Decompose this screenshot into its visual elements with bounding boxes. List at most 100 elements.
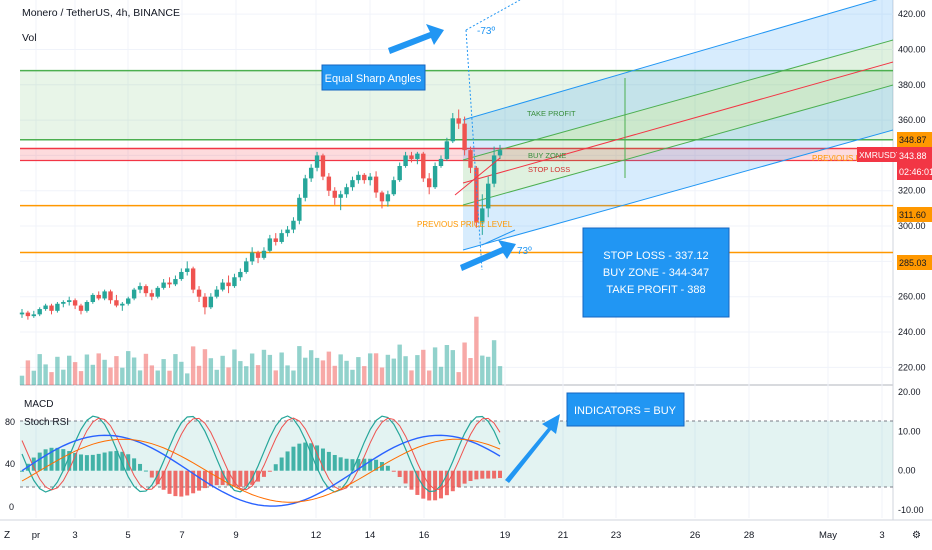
candle-body [326, 176, 332, 191]
equal-angles-box[interactable] [321, 64, 426, 91]
candle-body [491, 155, 497, 184]
price-tick-label: 240.00 [898, 327, 926, 337]
volume-bar [202, 349, 208, 385]
candle-body [255, 252, 261, 258]
volume-bar [185, 373, 190, 385]
macd-histogram-bar [232, 470, 237, 487]
macd-histogram-bar [120, 451, 125, 471]
candle-body [120, 303, 125, 306]
candle-body [444, 141, 450, 159]
volume-bar [444, 345, 450, 385]
macd-histogram-bar [385, 465, 390, 471]
angle-bottom-label: 73º [517, 246, 532, 257]
equal-angles-label: Equal Sharp Angles [325, 73, 422, 85]
volume-bar [403, 356, 408, 385]
candle-body [226, 282, 231, 287]
macd-histogram-bar [143, 470, 148, 472]
stoch-rsi-label: Stoch RSI [24, 417, 69, 428]
candle-body [356, 174, 361, 181]
price-tick-label: 320.00 [898, 186, 926, 196]
price-tick-label: 220.00 [898, 362, 926, 372]
volume-bar [468, 358, 473, 385]
zoom-icon[interactable]: Z [4, 530, 10, 541]
macd-histogram-bar [244, 470, 249, 487]
candle-body [291, 220, 296, 230]
volume-bar [297, 346, 302, 385]
countdown-text: 02:46:01 [899, 167, 932, 177]
volume-bar [214, 369, 219, 385]
volume-label: Vol [22, 32, 37, 44]
volume-bar [338, 354, 343, 385]
previous-price-level-label: PREVIOUS PRICE LEVEL [417, 220, 513, 229]
last-price-text: 343.88 [899, 151, 927, 161]
candle-body [190, 268, 196, 290]
trade-take-profit: TAKE PROFIT - 388 [606, 284, 705, 296]
volume-bar [450, 350, 455, 385]
macd-histogram-bar [486, 470, 491, 479]
volume-bar [173, 354, 178, 385]
macd-histogram-bar [344, 458, 349, 471]
macd-histogram-bar [67, 451, 72, 471]
macd-histogram-bar [326, 451, 331, 471]
macd-histogram-bar [350, 459, 355, 471]
time-tick-label: 19 [500, 530, 511, 541]
volume-bar [190, 346, 196, 385]
macd-histogram-bar [285, 451, 290, 471]
macd-histogram-bar [197, 470, 202, 491]
trend-line-red [454, 157, 501, 196]
volume-bar [285, 365, 290, 385]
volume-bar [326, 351, 332, 385]
volume-bar [19, 375, 25, 385]
volume-bar [356, 357, 361, 385]
volume-bar [96, 353, 101, 385]
chart-settings-icon[interactable]: ⚙ [912, 530, 921, 541]
volume-bar [409, 370, 414, 385]
macd-histogram-bar [185, 470, 190, 496]
candle-body [102, 291, 107, 299]
candle-body [379, 192, 385, 202]
candle-body [202, 296, 208, 308]
macd-histogram-bar [379, 462, 384, 471]
volume-bar [167, 370, 172, 385]
indicators-box[interactable] [566, 392, 685, 427]
trade-summary-box[interactable] [582, 227, 730, 318]
time-tick-label: 16 [419, 530, 430, 541]
badge-level-1-text: 348.87 [899, 135, 927, 145]
arrow-top-icon [388, 24, 444, 54]
macd-histogram-bar [90, 454, 95, 471]
candle-body [185, 268, 190, 272]
price-tick-label: 380.00 [898, 80, 926, 90]
candle-body [55, 303, 60, 311]
macd-histogram-bar [462, 470, 467, 484]
macd-histogram-bar [191, 470, 196, 494]
macd-histogram-bar [279, 457, 284, 471]
volume-bar [238, 361, 243, 385]
indicator-layer [20, 415, 893, 507]
candle-body [232, 277, 237, 287]
price-tick-label: 400.00 [898, 44, 926, 54]
macd-histogram-bar [498, 470, 502, 479]
candle-body [261, 250, 267, 258]
time-tick-label: 5 [125, 530, 130, 541]
macd-histogram-bar [214, 470, 219, 486]
rsi-tick-0: 0 [9, 502, 14, 512]
volume-bar [179, 361, 184, 385]
volume-bar [332, 365, 337, 385]
volume-bar [78, 371, 84, 385]
macd-histogram-bar [43, 449, 48, 471]
macd-label: MACD [24, 399, 53, 410]
candle-body [450, 118, 455, 142]
macd-histogram-bar [468, 470, 473, 481]
candle-body [391, 180, 396, 195]
volume-bar [67, 355, 72, 385]
price-tick-label: 360.00 [898, 115, 926, 125]
volume-bar [462, 342, 467, 385]
volume-bar [25, 360, 31, 385]
take-profit-zone [20, 70, 893, 140]
candle-body [43, 305, 48, 310]
macd-histogram-bar [320, 448, 325, 471]
macd-signal-line [21, 438, 501, 503]
badge-level-3 [897, 255, 932, 270]
volume-bar [485, 356, 491, 385]
